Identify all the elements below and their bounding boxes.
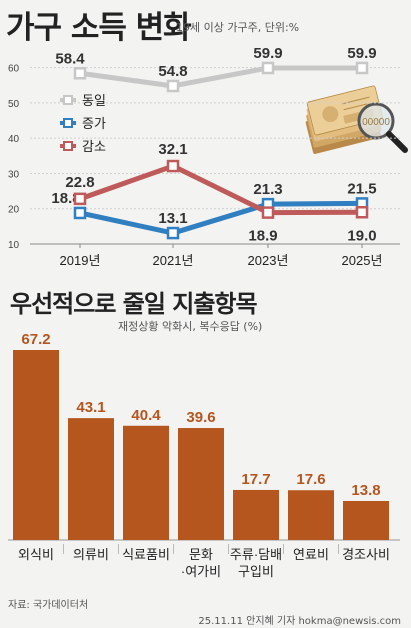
bar-category-label: 식료품비 bbox=[122, 547, 170, 562]
data-point bbox=[73, 206, 87, 220]
bar-chart-subtitle: 재정상황 악화시, 복수응답 (%) bbox=[118, 320, 263, 333]
x-tick-label: 2021년 bbox=[153, 253, 194, 268]
data-point bbox=[73, 192, 87, 206]
bar-value-label: 17.7 bbox=[241, 471, 270, 488]
legend-label: 동일 bbox=[82, 93, 106, 108]
series-line bbox=[79, 65, 362, 89]
data-point bbox=[73, 67, 87, 80]
bar-category-label: 외식비 bbox=[18, 547, 54, 562]
bar-category-label: 의류비 bbox=[73, 547, 109, 562]
bar-value-label: 40.4 bbox=[131, 407, 161, 424]
data-label: 22.8 bbox=[65, 174, 94, 191]
bar-category-label: 경조사비 bbox=[342, 547, 390, 562]
series-line bbox=[79, 163, 363, 216]
data-label: 19.0 bbox=[347, 227, 376, 244]
bar-value-label: 13.8 bbox=[351, 482, 380, 499]
bar bbox=[13, 350, 59, 540]
y-tick-label: 50 bbox=[8, 99, 20, 110]
bar-category-label: 문화 bbox=[189, 547, 213, 562]
svg-text:00000: 00000 bbox=[362, 117, 390, 128]
bar-value-label: 43.1 bbox=[76, 399, 105, 416]
legend-label: 감소 bbox=[82, 139, 106, 154]
data-point bbox=[355, 206, 369, 219]
bar bbox=[288, 490, 334, 540]
bar-value-label: 67.2 bbox=[21, 331, 50, 348]
x-tick-label: 2025년 bbox=[342, 253, 383, 268]
bar bbox=[233, 489, 279, 540]
source-note: 자료: 국가데이터처 bbox=[8, 600, 89, 611]
data-label: 54.8 bbox=[158, 63, 187, 80]
data-label: 21.5 bbox=[347, 180, 376, 197]
x-tick-label: 2019년 bbox=[60, 253, 101, 268]
credit-line: 25.11.11 안지혜 기자 hokma@newsis.com bbox=[198, 616, 401, 627]
bar bbox=[178, 428, 224, 540]
data-point bbox=[166, 159, 180, 173]
data-point bbox=[355, 61, 369, 75]
bar bbox=[68, 418, 114, 540]
data-label: 21.3 bbox=[253, 181, 282, 198]
bar-category-label: ·여가비 bbox=[181, 564, 221, 579]
line-chart-title: 가구 소득 변화 bbox=[6, 10, 192, 46]
data-label: 32.1 bbox=[158, 141, 187, 158]
bar-value-label: 39.6 bbox=[186, 409, 215, 426]
legend-swatch-marker bbox=[63, 118, 73, 128]
data-label: 59.9 bbox=[347, 45, 376, 62]
data-label: 58.4 bbox=[55, 50, 85, 67]
data-point bbox=[261, 61, 275, 75]
bar-category-label: 구입비 bbox=[238, 564, 274, 579]
series-line bbox=[79, 200, 363, 236]
bar-chart-title: 우선적으로 줄일 지출항목 bbox=[10, 290, 258, 318]
data-label: 18.9 bbox=[248, 228, 277, 245]
bar bbox=[123, 425, 169, 540]
x-tick-label: 2023년 bbox=[248, 253, 289, 268]
legend-swatch-marker bbox=[63, 95, 73, 105]
y-tick-label: 20 bbox=[8, 205, 20, 216]
data-label: 59.9 bbox=[253, 45, 282, 62]
legend-swatch-marker bbox=[63, 141, 73, 151]
money-magnifier-icon: 00000 bbox=[305, 85, 408, 154]
data-point bbox=[166, 226, 180, 240]
y-tick-label: 60 bbox=[8, 64, 20, 75]
data-point bbox=[261, 206, 275, 219]
y-tick-label: 40 bbox=[8, 134, 20, 145]
bar-category-label: 주류·담배 bbox=[230, 547, 282, 562]
bar bbox=[343, 500, 389, 540]
bar-category-label: 연료비 bbox=[293, 547, 329, 562]
y-tick-label: 30 bbox=[8, 169, 20, 180]
data-point bbox=[166, 79, 180, 93]
legend-label: 증가 bbox=[82, 116, 106, 131]
y-tick-label: 10 bbox=[8, 240, 20, 251]
line-chart-subtitle: 19세 이상 가구주, 단위:% bbox=[176, 21, 300, 34]
data-label: 18.8 bbox=[51, 190, 80, 207]
data-label: 13.1 bbox=[158, 210, 187, 227]
bar-value-label: 17.6 bbox=[296, 471, 325, 488]
